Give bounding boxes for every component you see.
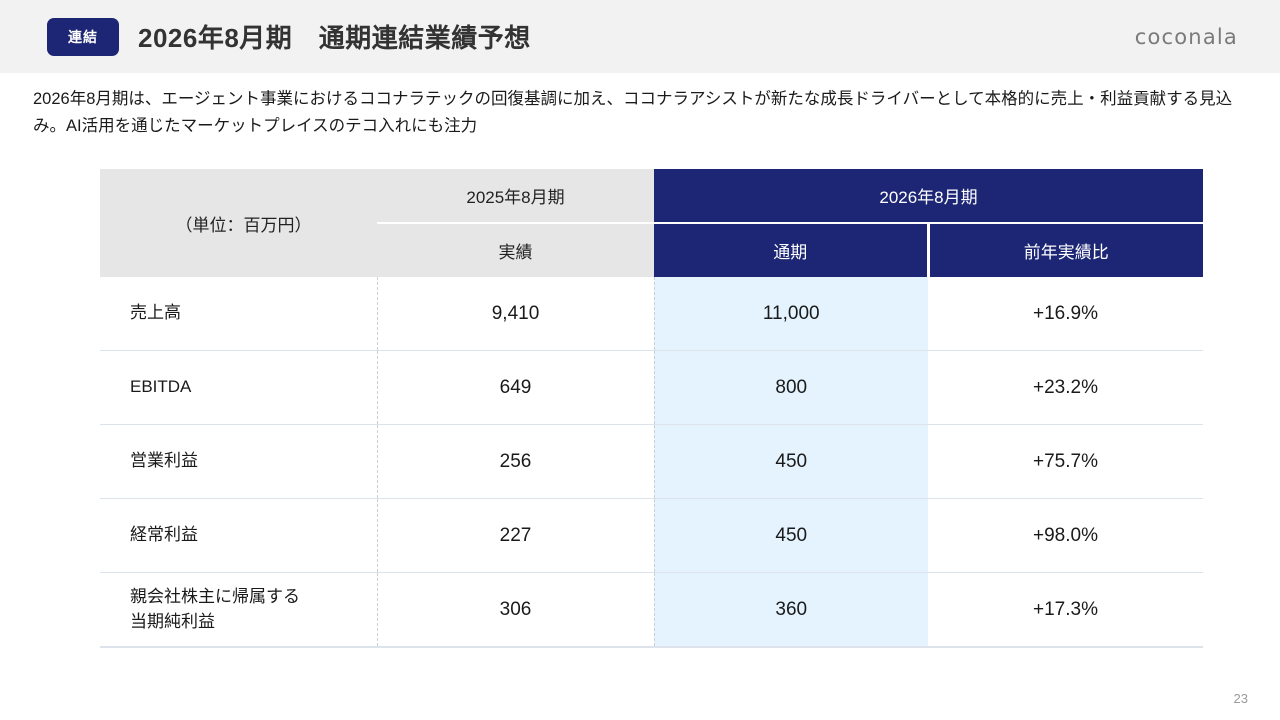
row-value-fullyear: 800 [654, 350, 928, 425]
table-head: （単位：百万円） 2025年8月期 2026年8月期 実績 通期 前年実績比 [100, 169, 1203, 277]
row-value-prev: 256 [377, 424, 655, 499]
table-row: 売上高 9,410 11,000 +16.9% [100, 277, 1203, 351]
row-value-prev: 9,410 [377, 277, 655, 351]
financial-forecast-table: （単位：百万円） 2025年8月期 2026年8月期 実績 通期 前年実績比 売… [100, 169, 1203, 648]
row-label: 経常利益 [100, 498, 378, 573]
column-sub-actual: 実績 [377, 222, 654, 277]
row-label: 売上高 [100, 277, 378, 351]
slide-header: 連結 2026年8月期 通期連結業績予想 coconala [0, 0, 1280, 73]
column-group-prev-year: 2025年8月期 [377, 169, 654, 224]
row-value-fullyear: 450 [654, 424, 928, 499]
row-value-prev: 227 [377, 498, 655, 573]
row-value-yoy: +17.3% [928, 572, 1203, 648]
table-row: 営業利益 256 450 +75.7% [100, 424, 1203, 499]
column-group-current-year: 2026年8月期 [654, 169, 1203, 224]
table-row: 経常利益 227 450 +98.0% [100, 498, 1203, 573]
consolidated-badge: 連結 [47, 17, 119, 56]
row-value-yoy: +75.7% [928, 424, 1203, 499]
row-value-prev: 649 [377, 350, 655, 425]
page-title: 2026年8月期 通期連結業績予想 [138, 23, 531, 53]
row-value-prev: 306 [377, 572, 655, 648]
table-body: 売上高 9,410 11,000 +16.9% EBITDA 649 800 +… [100, 277, 1203, 648]
table-row: EBITDA 649 800 +23.2% [100, 350, 1203, 425]
row-value-yoy: +23.2% [928, 350, 1203, 425]
row-value-fullyear: 360 [654, 572, 928, 648]
table-head-row-group: （単位：百万円） 2025年8月期 2026年8月期 [100, 169, 1203, 277]
column-sub-yoy: 前年実績比 [928, 222, 1203, 277]
lead-paragraph: 2026年8月期は、エージェント事業におけるココナラテックの回復基調に加え、ココ… [33, 90, 1233, 136]
row-label: 営業利益 [100, 424, 378, 499]
row-value-fullyear: 11,000 [654, 277, 928, 351]
page-number: 23 [1233, 691, 1248, 706]
row-value-yoy: +98.0% [928, 498, 1203, 573]
table-row: 親会社株主に帰属する 当期純利益 306 360 +17.3% [100, 572, 1203, 648]
row-value-fullyear: 450 [654, 498, 928, 573]
row-label: EBITDA [100, 350, 378, 425]
table-head-row-sub: 実績 通期 前年実績比 [100, 222, 1203, 277]
coconala-logo: coconala [1134, 24, 1238, 49]
unit-label: （単位：百万円） [100, 169, 377, 277]
column-sub-fullyear: 通期 [654, 222, 930, 277]
row-label: 親会社株主に帰属する 当期純利益 [100, 572, 378, 648]
row-value-yoy: +16.9% [928, 277, 1203, 351]
